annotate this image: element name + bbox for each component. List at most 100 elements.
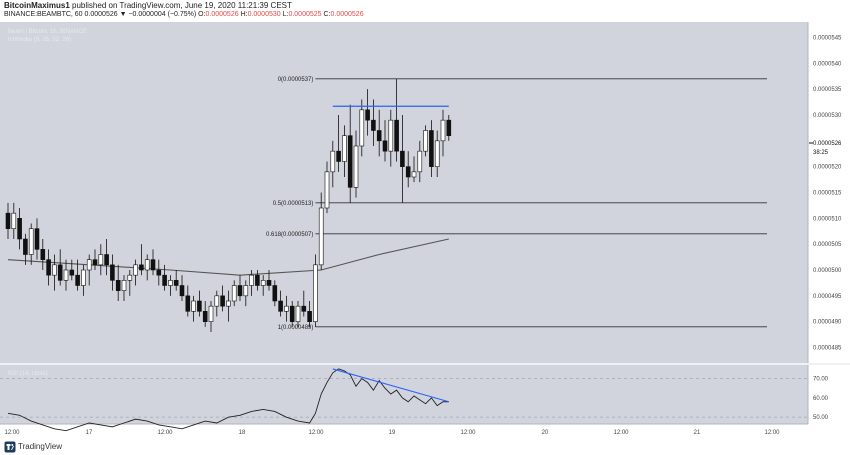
- price-axis[interactable]: [808, 22, 850, 424]
- candle: [376, 109, 382, 157]
- author-name[interactable]: BitcoinMaximus1: [4, 1, 70, 10]
- candle: [295, 301, 301, 327]
- rsi-tick-label: 60.00: [813, 396, 829, 402]
- candle-body: [202, 311, 208, 322]
- candle-body: [231, 285, 237, 302]
- candle-body: [423, 130, 428, 152]
- time-tick-label: 19: [389, 430, 396, 436]
- candle: [411, 156, 417, 183]
- candle: [150, 249, 156, 276]
- candle: [202, 301, 208, 327]
- candle: [191, 295, 196, 322]
- candle: [115, 264, 121, 301]
- candle-body: [313, 264, 318, 322]
- candle-body: [440, 119, 446, 142]
- candle-body: [139, 264, 144, 271]
- candle: [330, 140, 336, 188]
- price-tick-label: 0.0000510: [813, 216, 842, 222]
- candle: [220, 285, 225, 312]
- time-tick-labels: 12:00 17 12:00 18 12:00 19 12:00 20 12:00 21 12:00: [4, 430, 780, 436]
- candle: [208, 301, 214, 332]
- time-tick-label: 21: [694, 430, 701, 436]
- rsi-tick-label: 70.00: [813, 377, 829, 383]
- price-tick-label: 0.0000545: [813, 36, 842, 42]
- footer: TradingView: [0, 440, 300, 455]
- candle-body: [266, 280, 272, 286]
- fib-level-label: 0.618(0.0000507): [266, 232, 313, 238]
- candle: [69, 259, 75, 281]
- header-bar: BitcoinMaximus1 published on TradingView…: [0, 0, 850, 22]
- tradingview-brand[interactable]: TradingView: [18, 442, 63, 451]
- candle-body: [411, 171, 417, 178]
- candle-body: [191, 300, 196, 312]
- candle-body: [197, 300, 202, 312]
- candle-body: [81, 269, 86, 286]
- rsi-tick-label: 50.00: [813, 415, 829, 421]
- candle: [359, 99, 365, 157]
- candle-body: [353, 145, 359, 188]
- candle-body: [214, 295, 220, 307]
- candle: [394, 78, 399, 162]
- candle-body: [376, 130, 382, 142]
- candle-body: [127, 274, 133, 281]
- price-tick-label: 0.0000505: [813, 242, 842, 248]
- candle-body: [400, 150, 405, 167]
- candle: [301, 290, 307, 317]
- candle: [371, 99, 376, 146]
- candle-body: [57, 264, 63, 281]
- candle: [446, 115, 452, 141]
- rsi-trendline: [332, 368, 449, 403]
- candle-body: [75, 274, 80, 286]
- candle: [17, 208, 22, 250]
- candle: [353, 130, 359, 198]
- rsi-line: [7, 368, 449, 432]
- candle: [185, 285, 191, 317]
- price-tick-label: 0.0000495: [813, 294, 842, 300]
- candle-body: [40, 249, 46, 260]
- price-tick-label: 0.0000490: [813, 320, 842, 326]
- candle: [388, 109, 394, 167]
- candle: [313, 254, 318, 327]
- candle: [81, 264, 86, 296]
- high-value: 0.0000530: [247, 11, 281, 18]
- open-value: 0.0000526: [205, 11, 239, 18]
- candle-body: [330, 150, 336, 173]
- candle-body: [272, 285, 278, 302]
- candle: [400, 115, 405, 203]
- last-price: 0.0000526: [84, 11, 118, 18]
- candle: [289, 301, 295, 327]
- candle: [365, 89, 370, 136]
- price-tick-label: 0.0000530: [813, 113, 842, 119]
- candle: [197, 290, 202, 317]
- price-tick-label: 0.0000535: [813, 87, 842, 93]
- candle-body: [243, 285, 249, 297]
- candle: [324, 161, 330, 214]
- candle-body: [347, 135, 353, 188]
- legend-indicator: Ichimoku (9, 26, 52, 26): [8, 37, 71, 43]
- price-pane[interactable]: [0, 22, 808, 363]
- time-tick-label: 20: [542, 430, 549, 436]
- candle-body: [226, 300, 231, 307]
- candle: [110, 254, 115, 291]
- candle: [46, 249, 51, 286]
- candle-body: [446, 119, 452, 136]
- candle-body: [365, 109, 370, 121]
- candle: [63, 259, 69, 291]
- open-label: O:: [198, 11, 206, 18]
- candle-body: [52, 264, 57, 276]
- time-axis[interactable]: [0, 424, 808, 440]
- candle-body: [220, 295, 225, 307]
- candle: [34, 218, 40, 260]
- candle-body: [104, 254, 109, 266]
- rsi-pane[interactable]: [0, 365, 808, 424]
- time-tick-label: 12:00: [157, 430, 173, 436]
- candle-body: [342, 135, 347, 162]
- candle: [342, 125, 347, 177]
- candle-body: [11, 212, 17, 229]
- time-tick-label: 12:00: [308, 430, 324, 436]
- candle-body: [318, 207, 324, 266]
- tradingview-logo-icon[interactable]: [4, 441, 16, 453]
- publish-date: published on TradingView.com, June 19, 2…: [72, 1, 292, 10]
- candle: [156, 259, 162, 286]
